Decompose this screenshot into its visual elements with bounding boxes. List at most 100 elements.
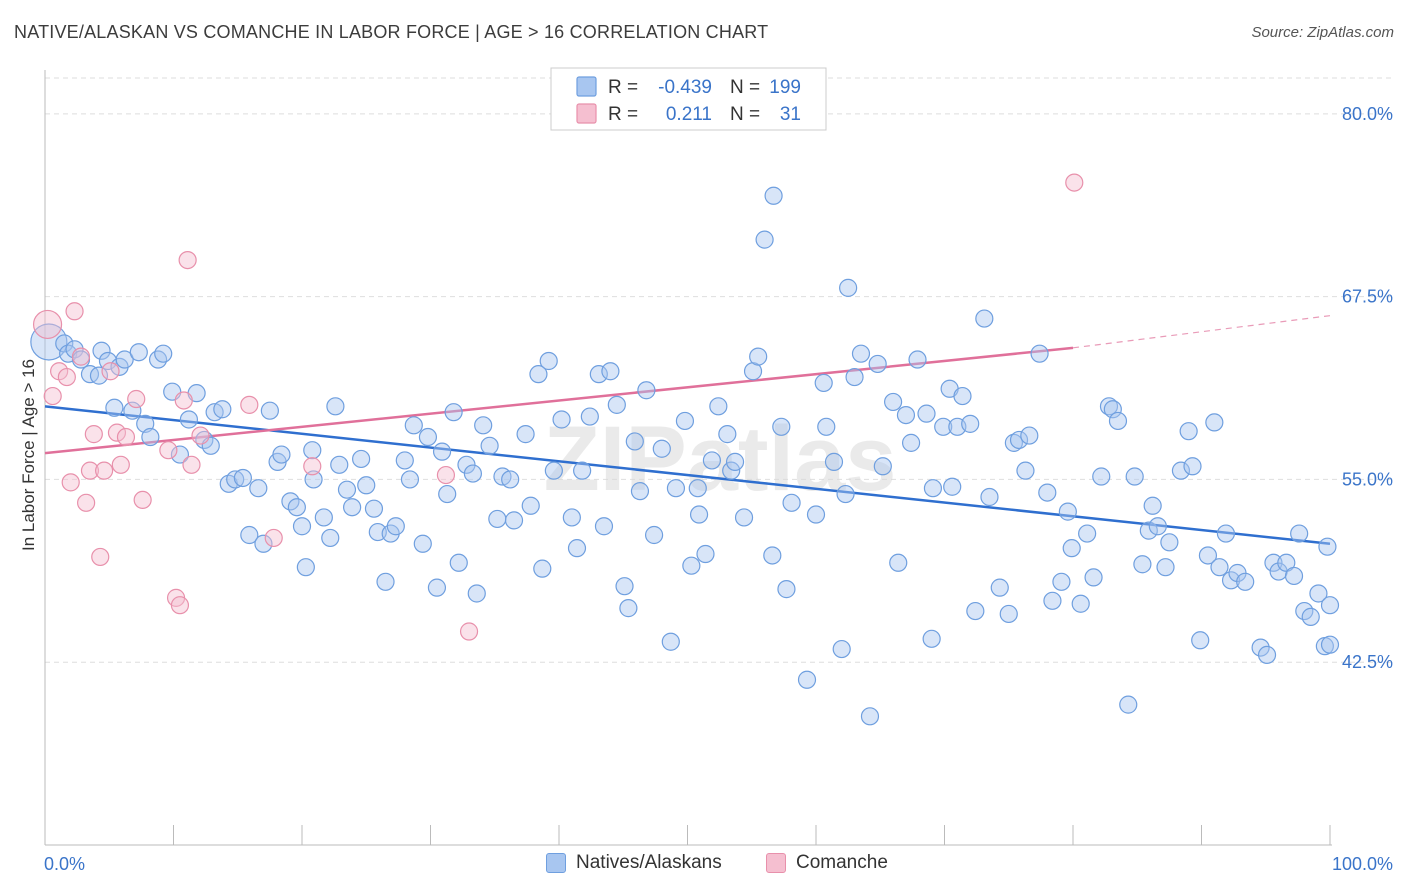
point-natives-116 (797, 670, 817, 689)
point-natives-51 (376, 572, 395, 591)
point-natives-89 (619, 599, 638, 618)
stats-r-label-1: R = (608, 104, 638, 125)
point-comanche-0 (32, 309, 63, 340)
point-natives-110 (755, 230, 774, 249)
point-natives-69 (488, 509, 507, 529)
point-natives-88 (615, 577, 634, 596)
point-natives-44 (330, 455, 349, 474)
point-natives-152 (1030, 344, 1049, 363)
point-natives-95 (661, 632, 680, 651)
point-natives-123 (839, 278, 858, 297)
point-natives-48 (357, 476, 376, 495)
point-natives-38 (296, 558, 315, 577)
point-natives-149 (1009, 430, 1029, 450)
point-natives-120 (824, 452, 844, 471)
point-natives-57 (413, 534, 432, 553)
point-natives-105 (722, 461, 741, 480)
point-natives-90 (625, 432, 644, 451)
stats-r-value-1: 0.211 (666, 104, 712, 125)
point-natives-3 (65, 340, 84, 359)
point-natives-136 (923, 479, 943, 498)
point-natives-62 (444, 403, 463, 422)
point-natives-92 (637, 381, 656, 400)
point-natives-153 (1038, 483, 1057, 502)
point-comanche-22 (178, 250, 197, 270)
point-comanche-26 (264, 528, 283, 548)
x-tick-label-1: 100.0% (1332, 854, 1393, 874)
series-comanche-points (32, 173, 1084, 641)
point-natives-1 (55, 334, 74, 353)
point-natives-59 (427, 578, 447, 597)
point-natives-30 (249, 479, 268, 498)
point-natives-144 (975, 309, 994, 328)
point-natives-77 (539, 351, 558, 371)
point-natives-189 (1284, 566, 1304, 586)
point-natives-114 (777, 580, 796, 599)
point-natives-111 (764, 186, 783, 205)
point-natives-135 (922, 629, 941, 648)
trend-line-comanche (44, 346, 1074, 455)
bottom-legend: Natives/Alaskans Comanche (0, 846, 1406, 882)
point-natives-27 (226, 470, 245, 489)
stats-r-value-0: -0.439 (658, 77, 712, 98)
source-label: Source: ZipAtlas.com (1251, 24, 1394, 41)
point-natives-176 (1191, 631, 1210, 650)
point-natives-73 (516, 425, 535, 444)
point-natives-106 (725, 452, 745, 471)
point-comanche-7 (77, 493, 96, 512)
point-natives-164 (1108, 411, 1128, 431)
point-natives-86 (601, 362, 620, 381)
y-tick-label-0: 42.5% (1342, 652, 1393, 672)
point-comanche-12 (101, 362, 120, 381)
point-natives-154 (1043, 591, 1062, 610)
stats-swatch-blue (576, 76, 597, 97)
point-natives-185 (1257, 645, 1277, 665)
trend-line-comanche-extension (1072, 315, 1331, 349)
point-natives-157 (1062, 539, 1081, 558)
point-natives-104 (718, 425, 737, 444)
point-natives-43 (326, 397, 345, 416)
stats-r-label-0: R = (608, 77, 638, 98)
point-natives-74 (521, 496, 540, 515)
point-natives-98 (682, 556, 701, 575)
point-natives-11 (115, 350, 134, 369)
point-natives-5 (80, 365, 100, 384)
point-natives-193 (1309, 584, 1328, 603)
point-natives-134 (917, 404, 936, 423)
point-natives-129 (883, 392, 903, 412)
point-natives-67 (474, 416, 493, 435)
legend-label-comanche: Comanche (796, 852, 888, 873)
point-comanche-4 (61, 473, 80, 492)
point-natives-177 (1198, 546, 1218, 565)
point-natives-179 (1210, 558, 1229, 577)
point-natives-6 (89, 366, 109, 385)
point-comanche-20 (170, 596, 190, 615)
point-natives-141 (953, 386, 972, 406)
point-natives-170 (1148, 517, 1167, 536)
y-tick-label-3: 80.0% (1342, 104, 1393, 124)
point-natives-34 (272, 445, 291, 464)
point-natives-195 (1320, 596, 1340, 615)
point-natives-178 (1205, 413, 1224, 432)
point-natives-80 (562, 508, 581, 527)
legend-label-natives: Natives/Alaskans (576, 852, 722, 873)
stats-n-value-0: 199 (769, 77, 801, 98)
point-natives-196 (1320, 635, 1340, 654)
y-tick-labels: 42.5% 55.0% 67.5% 80.0% (1342, 104, 1393, 672)
x-tick-label-0: 0.0% (44, 854, 85, 874)
trend-lines (44, 315, 1331, 546)
point-natives-186 (1264, 553, 1283, 572)
point-natives-15 (141, 427, 160, 447)
stats-n-label-1: N = (730, 104, 760, 125)
point-natives-166 (1125, 467, 1144, 486)
point-natives-117 (806, 505, 826, 524)
point-natives-145 (980, 487, 999, 507)
point-natives-13 (129, 343, 148, 362)
point-natives-39 (303, 441, 322, 460)
point-natives-94 (652, 439, 671, 458)
chart-title: NATIVE/ALASKAN VS COMANCHE IN LABOR FORC… (14, 22, 769, 42)
point-natives-20 (179, 410, 199, 429)
legend-swatch-natives (546, 853, 566, 873)
trend-line-natives (44, 405, 1331, 546)
point-natives-156 (1058, 502, 1077, 521)
